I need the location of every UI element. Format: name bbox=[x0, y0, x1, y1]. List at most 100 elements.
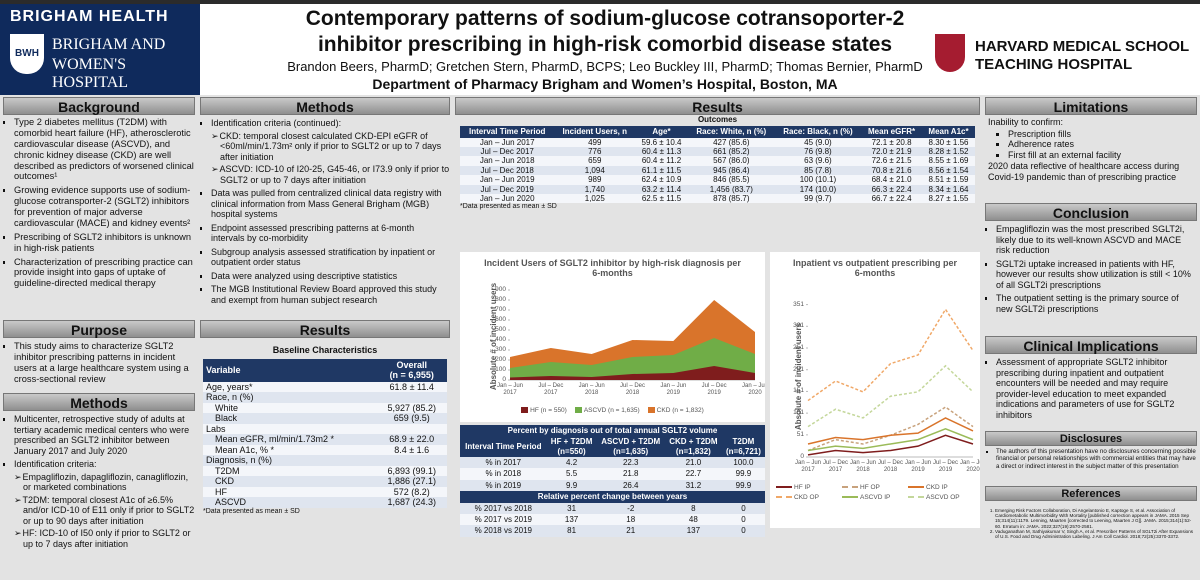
cell: 8.34 ± 1.64 bbox=[922, 184, 975, 194]
brand: BRIGHAM HEALTH bbox=[10, 8, 169, 25]
cell: 72.0 ± 21.9 bbox=[861, 147, 923, 157]
cell: 137 bbox=[664, 525, 722, 537]
bullet: The authors of this presentation have no… bbox=[996, 448, 1197, 470]
sub-bullet: CKD: temporal closest calculated CKD-EPI… bbox=[220, 131, 450, 163]
header-text: Interval Time Period bbox=[465, 442, 542, 452]
cell: 1,094 bbox=[554, 165, 636, 176]
logo-line: WOMEN'S HOSPITAL bbox=[52, 56, 129, 91]
cell: 100.0 bbox=[721, 457, 765, 469]
cell: 878 (85.7) bbox=[687, 193, 775, 204]
cell: 0 bbox=[721, 525, 765, 537]
cell: 81 bbox=[546, 525, 597, 537]
header-cell: T2DM (n=6,721) bbox=[721, 436, 765, 458]
sub-bullet: ASCVD: ICD-10 of I20-25, G45-46, or I73.… bbox=[220, 164, 450, 185]
cell: 5.5 bbox=[546, 468, 597, 480]
table-row: Age, years* 61.8 ± 11.4 bbox=[203, 381, 447, 393]
header-text: Overall bbox=[396, 359, 427, 370]
cell: 1,025 bbox=[554, 193, 636, 204]
header-n: (n=6,721) bbox=[725, 446, 761, 456]
cell: 99.9 bbox=[721, 468, 765, 480]
area-chart: Incident Users of SGLT2 inhibitor by hig… bbox=[460, 252, 765, 422]
sub-list: CKD: temporal closest calculated CKD-EPI… bbox=[211, 131, 450, 186]
legend-item: CKD OP bbox=[776, 494, 834, 501]
outcomes-table-block: Outcomes Interval Time Period Incident Use… bbox=[460, 115, 975, 250]
line bbox=[807, 434, 974, 456]
logo-line: HARVARD MEDICAL SCHOOL bbox=[975, 38, 1190, 55]
section-body: Type 2 diabetes mellitus (T2DM) with com… bbox=[3, 117, 195, 317]
legend-swatch bbox=[574, 407, 582, 414]
legend-swatch bbox=[776, 486, 792, 489]
cell: 48 bbox=[664, 513, 722, 526]
table-row: T2DM 6,893 (99.1) bbox=[203, 465, 447, 477]
bullet: Subgroup analysis assessed stratificatio… bbox=[211, 247, 450, 268]
subtitle-row: Relative percent change between years bbox=[460, 491, 765, 503]
row-label: Age, years* bbox=[203, 381, 377, 393]
cell: 499 bbox=[554, 137, 636, 148]
percent-table-block: Percent by diagnosis out of total annual… bbox=[460, 425, 765, 577]
legend-swatch bbox=[776, 496, 792, 499]
table-caption: Outcomes bbox=[697, 115, 738, 124]
cell: 0 bbox=[721, 502, 765, 514]
cell: Jan – Jun 2019 bbox=[460, 175, 555, 185]
table-row: Jul – Dec 2018 1,094 61.1 ± 11.5 945 (86.4)… bbox=[460, 165, 975, 176]
header-text: HF + T2DM bbox=[550, 437, 593, 447]
cell: 8.28 ± 1.52 bbox=[922, 147, 975, 157]
x-tick-label: Jul – Dec 2017 bbox=[822, 460, 848, 473]
cell: 72.1 ± 20.8 bbox=[861, 137, 923, 148]
row-label: White bbox=[203, 402, 377, 414]
legend-item: ASCVD (n = 1,635) bbox=[574, 407, 640, 414]
cell: 8.56 ± 1.54 bbox=[922, 165, 975, 176]
header-row: Interval Time Period HF + T2DM (n=550) ASCV… bbox=[460, 436, 765, 458]
cell: 18 bbox=[596, 513, 665, 526]
legend-label: CKD OP bbox=[794, 494, 819, 501]
bullet: The MGB Institutional Review Board appro… bbox=[211, 284, 450, 305]
header-cell: ASCVD + T2DM (n=1,635) bbox=[596, 436, 665, 458]
cell: 989 bbox=[554, 175, 636, 185]
header-cell: Overall (n = 6,955) bbox=[376, 358, 447, 382]
footnote: *Data presented as mean ± SD bbox=[203, 507, 300, 515]
bullet: Adherence rates bbox=[1008, 139, 1196, 150]
cell: 31.2 bbox=[664, 479, 722, 492]
bullet-list: Emerging Risk Factors Collaboration, Di … bbox=[985, 508, 1197, 540]
cell: 70.8 ± 21.6 bbox=[861, 165, 923, 176]
title-row: Percent by diagnosis out of total annual… bbox=[460, 425, 765, 437]
bullet-list: This study aims to characterize SGLT2 in… bbox=[3, 341, 195, 385]
shield: BWH bbox=[10, 34, 44, 74]
section-heading: Methods bbox=[200, 97, 450, 115]
cell: 99.9 bbox=[721, 479, 765, 492]
section-heading: Disclosures bbox=[985, 431, 1197, 446]
title: Contemporary patterns of sodium-glucose … bbox=[305, 7, 905, 56]
table-subtitle: Relative percent change between years bbox=[460, 491, 765, 503]
bullet-list: Type 2 diabetes mellitus (T2DM) with com… bbox=[3, 117, 195, 289]
bullet: Data was pulled from centralized clinica… bbox=[211, 188, 450, 220]
cell: % in 2017 bbox=[460, 457, 547, 469]
row-label: T2DM bbox=[203, 465, 377, 477]
cell: 62.4 ± 10.9 bbox=[635, 175, 688, 185]
cell: 59.6 ± 10.4 bbox=[635, 137, 688, 148]
cell: 76 (9.8) bbox=[774, 147, 862, 157]
cell: 45 (9.0) bbox=[774, 137, 862, 148]
cell: 8.30 ± 1.56 bbox=[922, 137, 975, 148]
x-tick-label: Jul – Dec 2018 bbox=[619, 383, 645, 396]
bullet-list: The authors of this presentation have no… bbox=[985, 448, 1197, 470]
table-row: Labs bbox=[203, 423, 447, 435]
cell: 9.9 bbox=[546, 479, 597, 492]
section-heading: Conclusion bbox=[985, 203, 1197, 221]
cell: 659 bbox=[554, 156, 636, 166]
y-tick-label: 300 bbox=[495, 346, 506, 353]
cell: 26.4 bbox=[596, 479, 665, 492]
legend-swatch bbox=[647, 407, 655, 414]
baseline-table-block: Baseline Characteristics Variable Overall(… bbox=[203, 345, 447, 530]
sub-bullet: HF: ICD-10 of I50 only if prior to SGLT2… bbox=[23, 528, 195, 549]
bullet: Multicenter, retrospective study of adul… bbox=[14, 414, 195, 456]
row-label: Mean A1c, % * bbox=[203, 444, 377, 456]
legend-swatch bbox=[521, 407, 529, 414]
bullet: Endpoint assessed prescribing patterns a… bbox=[211, 223, 450, 244]
bullet: Data were analyzed using descriptive sta… bbox=[211, 271, 450, 282]
table-title: Percent by diagnosis out of total annual… bbox=[460, 425, 765, 437]
header-cell: HF + T2DM (n=550) bbox=[546, 436, 597, 458]
row-label: Mean eGFR, ml/min/1.73m2 * bbox=[203, 434, 377, 445]
table-row: Mean eGFR, ml/min/1.73m2 * 68.9 ± 22.0 bbox=[203, 434, 447, 445]
line bbox=[807, 427, 974, 452]
